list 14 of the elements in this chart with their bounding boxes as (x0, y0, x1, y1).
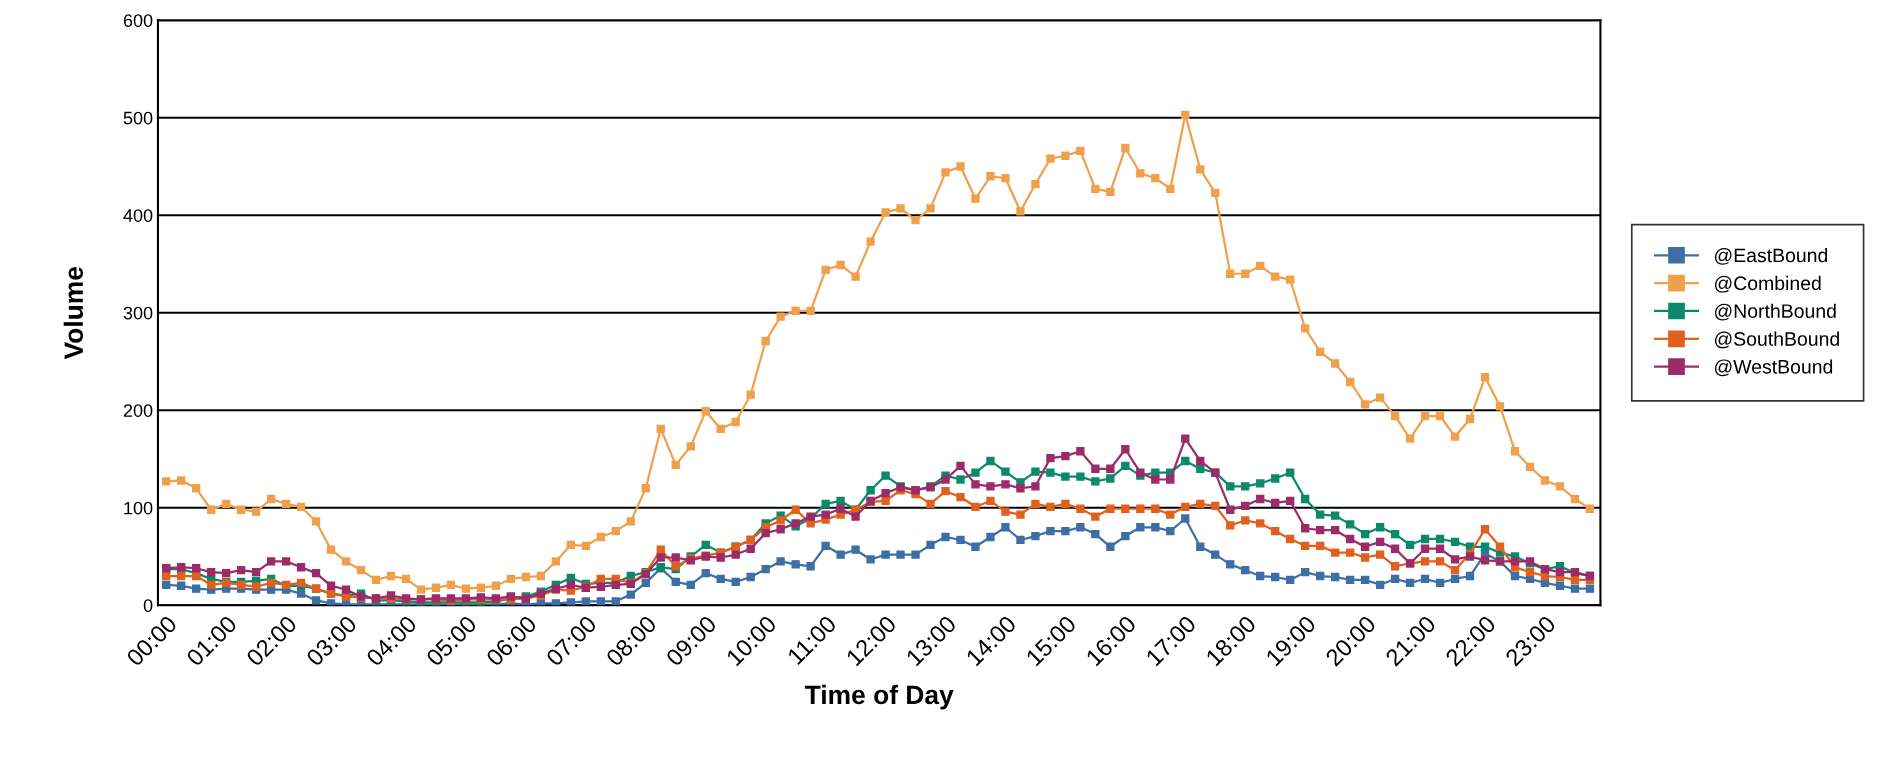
y-axis-title: Volume (63, 266, 84, 360)
y-tick-label: 0 (143, 599, 153, 612)
y-tick-label: 200 (123, 404, 153, 417)
y-tick-label: 300 (123, 306, 153, 320)
legend-label: @SouthBound (1714, 331, 1839, 349)
x-axis-title: Time of Day (804, 684, 954, 710)
legend-label: @NorthBound (1714, 303, 1836, 321)
y-tick-label: 500 (123, 111, 153, 125)
y-tick-label: 400 (123, 209, 153, 222)
legend-label: @WestBound (1714, 359, 1833, 377)
legend-label: @EastBound (1714, 248, 1828, 265)
y-tick-label: 100 (124, 501, 153, 515)
y-tick-label: 600 (123, 14, 153, 27)
legend-label: @Combined (1714, 275, 1821, 293)
